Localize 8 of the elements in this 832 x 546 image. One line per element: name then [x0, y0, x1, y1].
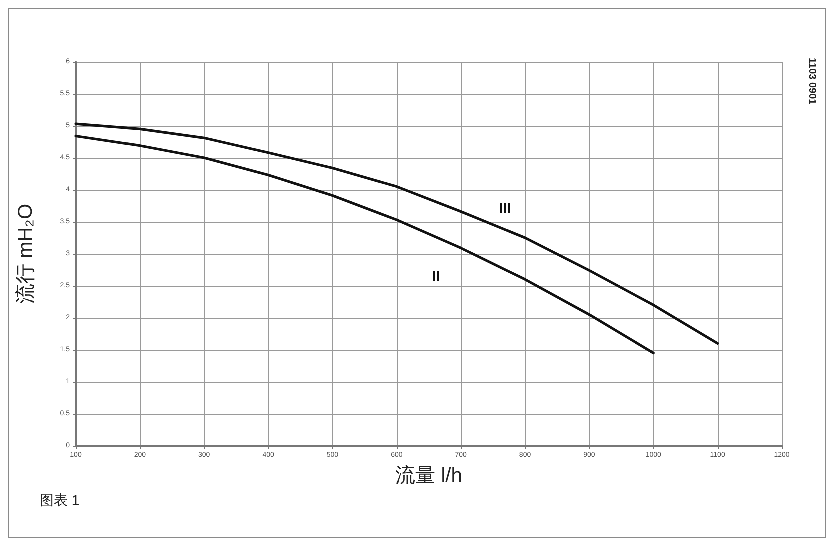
series-label: III — [499, 200, 512, 216]
text: 图表 1 — [40, 492, 80, 508]
line-series — [74, 134, 655, 354]
y-axis-title: 流行 mH₂O — [15, 204, 37, 304]
line-series — [74, 122, 720, 345]
x-axis-title: 流量 l/h — [396, 465, 462, 487]
series-label: II — [432, 268, 440, 284]
text: 1103 0901 — [806, 58, 818, 106]
